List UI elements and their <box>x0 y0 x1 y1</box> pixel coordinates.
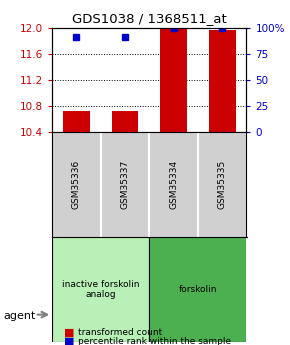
Text: GSM35334: GSM35334 <box>169 160 178 209</box>
Text: GSM35335: GSM35335 <box>218 160 227 209</box>
Text: ■: ■ <box>64 337 74 345</box>
Text: transformed count: transformed count <box>78 328 163 337</box>
Text: percentile rank within the sample: percentile rank within the sample <box>78 337 231 345</box>
Bar <box>63 111 90 132</box>
Text: ■: ■ <box>64 328 74 338</box>
Bar <box>112 111 138 132</box>
FancyBboxPatch shape <box>52 237 149 342</box>
Bar <box>209 30 235 132</box>
Text: inactive forskolin
analog: inactive forskolin analog <box>62 279 139 299</box>
FancyBboxPatch shape <box>149 237 246 342</box>
Title: GDS1038 / 1368511_at: GDS1038 / 1368511_at <box>72 12 227 25</box>
Text: agent: agent <box>3 311 35 321</box>
Text: GSM35337: GSM35337 <box>121 160 130 209</box>
Text: GSM35336: GSM35336 <box>72 160 81 209</box>
Bar <box>160 28 187 132</box>
Text: forskolin: forskolin <box>179 285 217 294</box>
